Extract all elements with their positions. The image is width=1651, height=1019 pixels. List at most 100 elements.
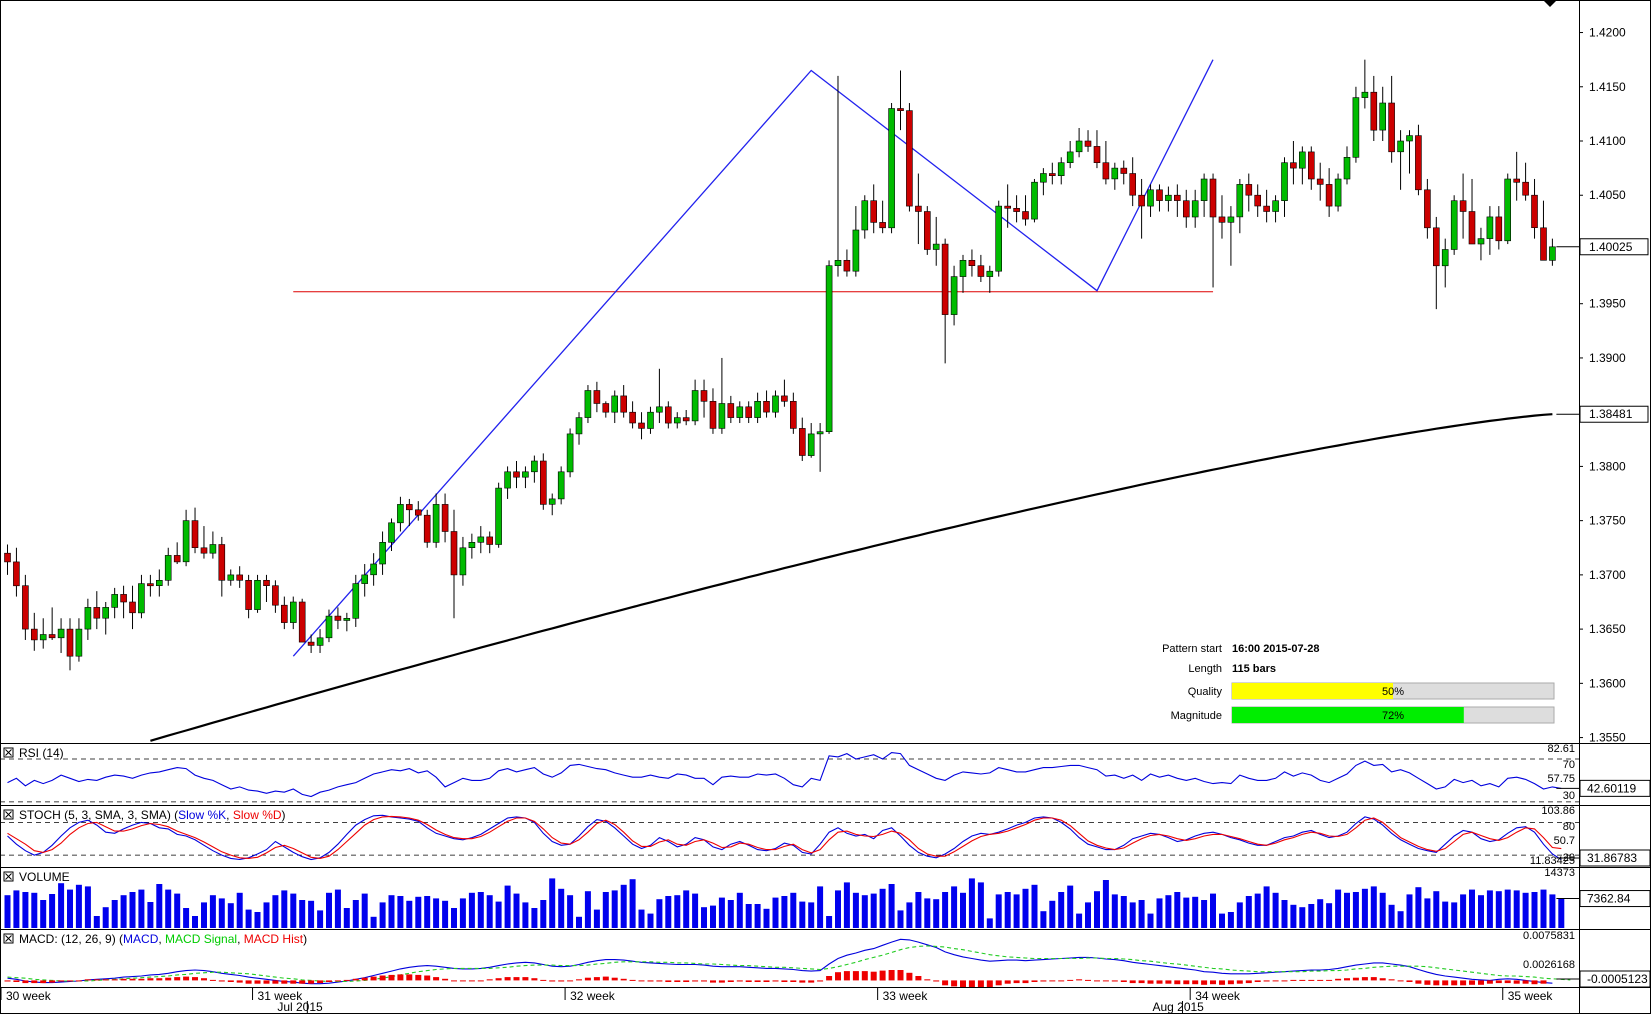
macd-hist-bar (1219, 980, 1225, 985)
macd-title-part: , (158, 932, 165, 946)
volume-bar (1370, 886, 1377, 928)
macd-hist-bar (1254, 980, 1261, 982)
macd-hist-bar (1076, 979, 1083, 981)
volume-bar (888, 884, 895, 928)
candle-down (1370, 91, 1378, 131)
stoch-scale-label: 80 (1563, 821, 1575, 833)
volume-bar (790, 892, 797, 928)
macd-hist-bar (1352, 977, 1359, 981)
volume-bar (977, 882, 984, 928)
candle-up (1504, 178, 1511, 242)
macd-hist-bar (468, 980, 475, 982)
current-price-label-box (1579, 238, 1649, 256)
macd-hist-bar (406, 974, 413, 981)
macd-hist-bar (1263, 980, 1270, 982)
candle-down (173, 555, 181, 563)
candle-down (30, 628, 38, 641)
pattern-info-bar-value: 50% (1382, 686, 1404, 698)
volume-bar (1308, 904, 1315, 928)
candle-down (593, 390, 601, 404)
candle-down (1218, 216, 1226, 223)
candle-up (950, 276, 958, 315)
macd-hist-bar (102, 979, 109, 981)
candle-down (798, 428, 806, 456)
candle-up (1281, 162, 1288, 201)
volume-bar (870, 893, 877, 928)
candle-up (1147, 189, 1154, 207)
macd-hist-bar (531, 978, 538, 981)
macd-hist-bar (540, 979, 547, 981)
volume-bar (772, 897, 779, 928)
volume-bar (942, 892, 949, 928)
macd-hist-bar (977, 980, 984, 987)
macd-hist-bar (486, 979, 493, 981)
stoch-toggle-cross-icon (5, 811, 12, 818)
volume-bar (727, 900, 734, 928)
macd-hist-bar (933, 980, 940, 982)
price-tick-label: 1.3600 (1589, 676, 1626, 690)
candle-down (682, 417, 690, 422)
candle-down (1156, 189, 1163, 201)
macd-hist-bar (415, 974, 422, 981)
candle-down (450, 531, 458, 576)
volume-bar (156, 884, 163, 928)
candle-up (1191, 200, 1199, 218)
volume-bar (1451, 902, 1458, 928)
indicator-panels: RSI (14) 82.61 70 57.75 30 42.60119 STOCH (5, … (0, 743, 1651, 988)
candle-up (495, 487, 502, 545)
macd-hist-bar (1397, 980, 1404, 982)
candle-up (1406, 135, 1413, 142)
candle-up (227, 574, 235, 581)
candle-down (1495, 216, 1503, 242)
volume-bar (120, 895, 127, 928)
volume-bar (933, 899, 940, 928)
pattern-info-panel: Pattern start 16:00 2015-07-28 Length 115 b… (1162, 643, 1555, 724)
macd-hist-bar (477, 980, 484, 982)
volume-bar (406, 900, 413, 928)
candle-up (156, 579, 163, 586)
chart-menu-icon[interactable] (1543, 0, 1557, 7)
macd-hist-bar (1156, 980, 1163, 984)
candle-up (468, 541, 476, 548)
candle-down (906, 110, 913, 207)
macd-hist-bar (870, 971, 877, 981)
week-label: 34 week (1195, 989, 1241, 1003)
volume-bar (201, 902, 207, 928)
macd-hist-bar (727, 980, 734, 982)
macd-hist-bar (495, 978, 502, 981)
rsi-value-text: 42.60119 (1587, 781, 1636, 795)
macd-hist-bar (1379, 978, 1386, 981)
macd-hist-bar (718, 980, 725, 983)
candle-up (772, 395, 779, 413)
macd-hist-bar (1058, 980, 1065, 982)
volume-bar (424, 896, 431, 928)
macd-hist-bar (174, 977, 181, 981)
macd-hist-bar (361, 977, 368, 981)
candle-up (1343, 157, 1351, 180)
volume-bar (49, 894, 56, 928)
volume-bar (1290, 904, 1297, 928)
volume-bar (1344, 892, 1350, 928)
macd-hist-bar (459, 980, 466, 982)
volume-bar (602, 892, 609, 928)
macd-hist-bar (754, 980, 761, 982)
macd-hist-bar (4, 980, 11, 982)
candle-up (718, 403, 726, 429)
macd-hist-bar (576, 979, 582, 981)
volume-bar (343, 908, 350, 928)
macd-hist-bar (772, 980, 779, 982)
macd-hist-bar (281, 980, 288, 984)
macd-hist-bar (111, 979, 118, 981)
volume-bar (183, 908, 190, 928)
candle-up (932, 243, 940, 250)
price-tick-label: 1.4100 (1589, 134, 1626, 148)
volume-bar (1388, 904, 1395, 928)
candle-up (84, 607, 92, 630)
volume-title: VOLUME (19, 870, 70, 884)
moving-average-label-box (1579, 405, 1649, 423)
volume-bar (254, 912, 261, 928)
rsi-scale-label: 82.61 (1547, 743, 1575, 755)
volume-bar (1352, 892, 1359, 928)
macd-hist-bar (1236, 980, 1243, 984)
